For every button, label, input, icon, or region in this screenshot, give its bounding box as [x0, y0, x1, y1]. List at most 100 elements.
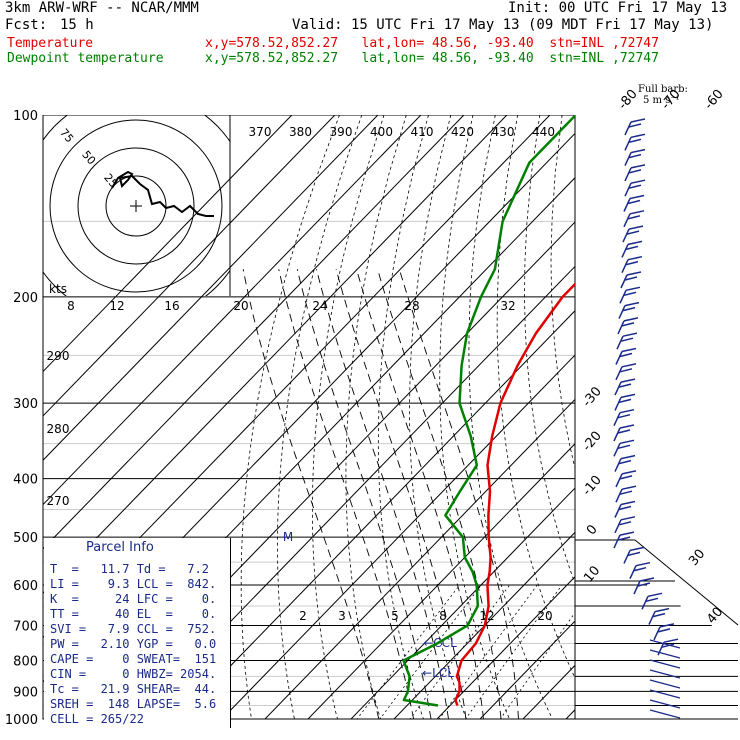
- plot-frame: [42, 115, 576, 720]
- moist-adiabat-label: 8: [67, 299, 75, 313]
- isotherm-label: -20: [580, 429, 605, 455]
- wind-barb: [629, 194, 645, 200]
- wind-barb: [635, 561, 651, 567]
- wind-barb: [615, 351, 623, 365]
- wedge-line: [634, 539, 739, 626]
- wind-barb: [628, 138, 642, 144]
- mixing-ratio-label: 20: [537, 609, 552, 623]
- pressure-tick-label: 700: [13, 619, 38, 634]
- wind-barb: [629, 546, 645, 552]
- dewpoint-location-info: x,y=578.52,852.27 lat,lon= 48.56, -93.40…: [205, 51, 659, 66]
- wind-barb: [659, 623, 675, 628]
- wind-barb: [627, 240, 643, 246]
- isotherm-line: [43, 115, 465, 550]
- wind-barb: [627, 199, 641, 205]
- wind-barb: [617, 444, 631, 450]
- wind-barb: [613, 534, 621, 549]
- moist-adiabat-label: 32: [500, 299, 515, 313]
- parcel-info-row: LI = 9.3 LCL = 842.: [50, 577, 217, 591]
- parcel-info-row: CELL = 265/22: [50, 712, 144, 726]
- moist-adiabat-label: 24: [312, 299, 327, 313]
- wind-barb: [657, 641, 665, 656]
- moist-adiabat-label: 28: [404, 299, 419, 313]
- wind-barb: [663, 638, 679, 643]
- isotherm-line: [221, 354, 575, 719]
- wind-barb: [653, 626, 661, 641]
- init-time: Init: 00 UTC Fri 17 May 13: [508, 0, 728, 16]
- wind-barb: [619, 424, 635, 429]
- wind-barb: [618, 305, 626, 319]
- isotherm-label: 30: [686, 547, 708, 569]
- wind-barb: [623, 550, 631, 564]
- pressure-tick-label: 800: [13, 654, 38, 669]
- theta-label: 380: [289, 125, 312, 139]
- wind-barb: [621, 347, 637, 353]
- moist-adiabat-line: [242, 269, 380, 719]
- parcel-info-row: TT = 40 EL = 0.: [50, 607, 217, 621]
- isotherm-line: [350, 487, 575, 719]
- dry-adiabat-line: [439, 115, 510, 719]
- wind-barb: [626, 230, 640, 235]
- wind-barb: [614, 504, 622, 518]
- wind-legend-title: Full barb:: [638, 84, 688, 95]
- isotherm-line: [43, 115, 293, 373]
- wind-barb: [619, 408, 635, 414]
- wind-barb: [657, 628, 671, 633]
- wind-barb: [614, 381, 622, 396]
- wind-barb: [614, 397, 622, 411]
- dry-adiabat-line: [673, 115, 740, 732]
- wind-barb: [622, 306, 636, 312]
- mixing-ratio-label: 5: [391, 609, 399, 623]
- isotherm-label: -80: [616, 87, 641, 113]
- wind-barb: [613, 442, 621, 457]
- hodograph-units-label: kts: [49, 282, 67, 296]
- pressure-tick-label: 1000: [5, 713, 38, 728]
- wind-barb: [626, 271, 642, 276]
- wind-barb: [618, 383, 632, 388]
- theta-label: 390: [330, 125, 353, 139]
- wind-barb: [624, 121, 632, 136]
- pressure-tick-label: 400: [13, 473, 38, 488]
- isotherm-line: [393, 531, 575, 719]
- lcl-marker: ←LCL: [422, 666, 454, 680]
- parcel-info-row: T = 11.7 Td = 7.2: [50, 562, 209, 576]
- forecast-hour: 15 h: [60, 17, 94, 33]
- parcel-info-title: Parcel Info: [86, 540, 154, 555]
- dry-adiabat-line: [696, 115, 740, 732]
- temperature-legend-label: Temperature: [7, 36, 94, 51]
- pressure-tick-label: 500: [13, 531, 38, 546]
- wind-barb: [654, 607, 670, 613]
- dry-adiabat-line: [345, 115, 407, 719]
- wind-barb: [621, 485, 637, 490]
- wind-barb: [628, 153, 642, 159]
- wind-barb: [622, 332, 638, 337]
- wind-barb: [624, 301, 640, 307]
- wind-barb: [648, 611, 656, 625]
- parcel-info-row: Tc = 21.9 SHEAR= 44.: [50, 682, 217, 696]
- forecast-label: Fcst:: [5, 17, 48, 33]
- pressure-tick-label: 200: [13, 291, 38, 306]
- wind-barb: [625, 260, 639, 266]
- parcel-info-panel: Parcel Info T = 11.7 Td = 7.2 LI = 9.3 L…: [44, 538, 231, 728]
- wind-barb: [620, 500, 636, 506]
- isotherm-line: [597, 115, 740, 732]
- pressure-tick-label: 600: [13, 579, 38, 594]
- moist-adiabat-label: 12: [109, 299, 124, 313]
- wind-barb: [618, 505, 632, 511]
- wind-barb: [652, 612, 666, 618]
- wind-barb: [630, 148, 646, 154]
- isotherm-line: [307, 443, 575, 719]
- wind-barb: [617, 413, 631, 419]
- wind-barb: [619, 352, 633, 358]
- isotherm-label: 40: [704, 605, 726, 627]
- parcel-info-row: CIN = 0 HWBZ= 2054.: [50, 667, 217, 681]
- wind-barb: [616, 335, 624, 350]
- isotherm-line: [43, 115, 422, 506]
- mixing-ratio-label: 8: [439, 609, 447, 623]
- wind-barb: [649, 709, 681, 719]
- moist-adiabat-line: [296, 269, 432, 719]
- dry-adiabat-line: [650, 115, 740, 732]
- model-title: 3km ARW-WRF -- NCAR/MMM: [5, 0, 199, 16]
- dry-adiabat-line: [524, 115, 575, 585]
